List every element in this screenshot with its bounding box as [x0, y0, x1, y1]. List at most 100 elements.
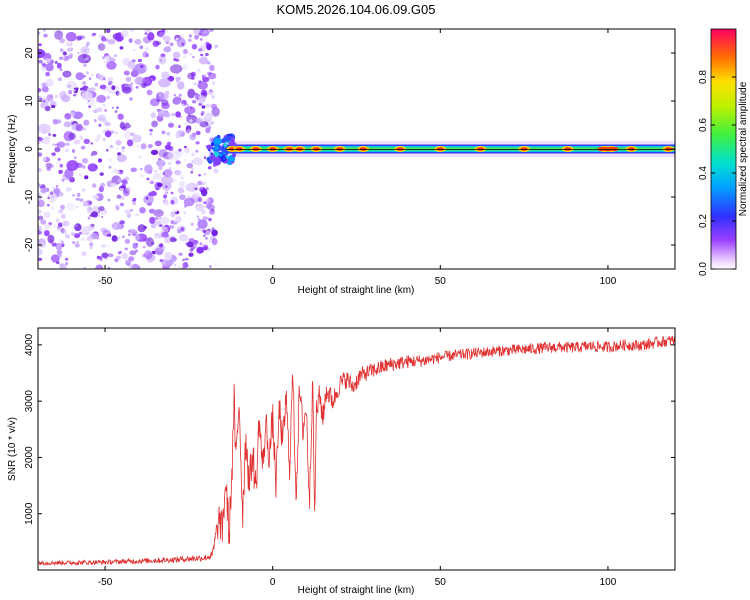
noise-speckle — [66, 73, 70, 76]
noise-speckle — [121, 86, 132, 94]
noise-speckle — [197, 219, 208, 229]
snr-panel: -50 0 50 100 1000 2000 3000 4000 Height of str… — [7, 327, 676, 596]
noise-speckle — [124, 209, 131, 215]
noise-speckle — [80, 226, 90, 236]
y-tick-label: 4000 — [24, 333, 35, 356]
noise-speckle — [195, 227, 200, 231]
noise-speckle — [56, 250, 63, 255]
noise-speckle — [195, 141, 200, 145]
noise-speckle — [47, 196, 50, 200]
noise-speckle — [120, 29, 129, 38]
noise-speckle — [68, 132, 76, 140]
noise-speckle — [93, 194, 100, 200]
noise-speckle — [102, 56, 105, 60]
noise-speckle — [146, 177, 150, 181]
noise-speckle — [78, 72, 81, 75]
onset-blob — [214, 156, 221, 163]
noise-speckle — [52, 119, 58, 125]
noise-speckle — [146, 53, 149, 58]
noise-speckle — [184, 106, 196, 115]
noise-speckle — [99, 172, 104, 176]
onset-blob — [210, 142, 215, 146]
noise-speckle — [106, 61, 117, 70]
noise-speckle — [81, 91, 93, 101]
noise-speckle — [158, 149, 168, 158]
noise-speckle — [89, 246, 93, 250]
noise-speckle — [201, 105, 206, 109]
snr-series-line — [38, 335, 675, 567]
noise-speckle — [196, 246, 204, 254]
onset-blob — [210, 152, 213, 155]
noise-speckle — [107, 198, 111, 202]
noise-speckle — [100, 209, 108, 215]
noise-speckle — [80, 46, 90, 55]
noise-speckle — [138, 266, 141, 269]
noise-speckle — [53, 188, 61, 194]
noise-speckle — [143, 225, 147, 230]
noise-speckle — [176, 162, 180, 165]
noise-speckle — [149, 216, 156, 224]
noise-speckle — [61, 94, 71, 103]
noise-speckle — [62, 51, 67, 56]
noise-speckle — [182, 48, 188, 55]
noise-speckle — [80, 145, 86, 150]
x-tick-label: -50 — [98, 276, 113, 287]
noise-speckle — [44, 257, 47, 261]
noise-speckle — [42, 52, 52, 61]
noise-speckle — [209, 209, 215, 215]
noise-speckle — [108, 165, 112, 169]
noise-speckle — [173, 221, 178, 225]
noise-speckle — [184, 147, 190, 154]
noise-speckle — [45, 162, 53, 169]
noise-speckle — [186, 116, 190, 120]
noise-speckle — [208, 29, 214, 32]
noise-speckle — [82, 53, 87, 59]
snr-background — [38, 328, 675, 570]
noise-speckle — [135, 249, 138, 253]
noise-speckle — [206, 216, 209, 220]
noise-speckle — [72, 241, 76, 244]
noise-speckle — [43, 33, 48, 38]
noise-speckle — [62, 229, 68, 235]
noise-speckle — [117, 113, 124, 120]
noise-speckle — [139, 167, 143, 171]
noise-speckle — [112, 168, 119, 174]
noise-speckle — [115, 139, 122, 146]
signal-peak-spot — [396, 147, 404, 151]
noise-speckle — [132, 134, 142, 143]
noise-speckle — [194, 34, 200, 40]
noise-speckle — [187, 128, 191, 132]
noise-speckle — [182, 64, 188, 71]
noise-speckle — [195, 117, 204, 124]
noise-speckle — [174, 216, 182, 223]
noise-speckle — [78, 231, 83, 235]
noise-speckle — [157, 209, 161, 215]
noise-speckle — [189, 133, 197, 141]
noise-speckle — [38, 257, 43, 261]
noise-speckle — [151, 120, 158, 128]
noise-speckle — [144, 164, 153, 174]
noise-speckle — [45, 63, 54, 72]
noise-speckle — [48, 132, 51, 137]
noise-speckle — [77, 51, 80, 55]
noise-speckle — [91, 211, 98, 218]
noise-speckle — [131, 199, 136, 202]
y-tick-label: 3000 — [24, 390, 35, 413]
noise-speckle — [156, 41, 162, 46]
noise-speckle — [168, 225, 175, 229]
noise-speckle — [149, 128, 154, 132]
noise-speckle — [59, 169, 64, 174]
noise-speckle — [106, 233, 112, 237]
noise-speckle — [72, 89, 76, 92]
x-tick-label: 100 — [600, 577, 617, 588]
noise-speckle — [153, 172, 162, 180]
onset-blob — [224, 135, 232, 142]
noise-speckle — [121, 84, 125, 88]
noise-speckle — [107, 76, 114, 82]
noise-speckle — [38, 31, 41, 35]
noise-speckle — [187, 72, 195, 80]
noise-speckle — [190, 222, 194, 226]
noise-speckle — [65, 234, 71, 239]
spectrogram-y-label: Frequency (Hz) — [7, 115, 18, 184]
noise-speckle — [131, 263, 140, 269]
